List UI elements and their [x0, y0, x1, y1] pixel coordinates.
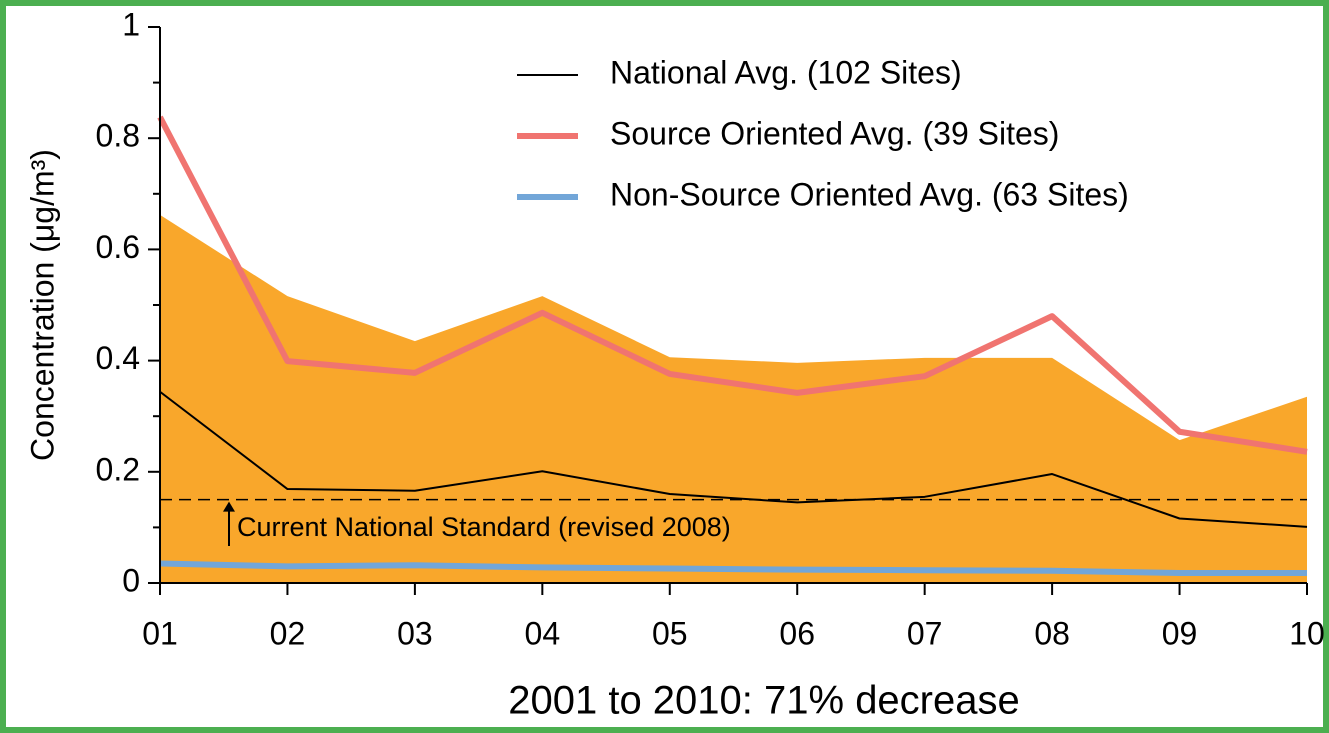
- y-tick-label: 1: [122, 6, 140, 42]
- y-tick-label: 0.4: [96, 340, 140, 376]
- y-tick-label: 0.8: [96, 118, 140, 154]
- x-tick-label: 10: [1289, 615, 1325, 651]
- annotation: Current National Standard (revised 2008): [237, 512, 731, 542]
- range-band: [160, 214, 1307, 584]
- y-axis-label: Concentration (μg/m³): [24, 149, 60, 461]
- x-tick-label: 06: [779, 615, 815, 651]
- x-tick-label: 03: [397, 615, 433, 651]
- legend-label: Non-Source Oriented Avg. (63 Sites): [610, 176, 1129, 212]
- annotation-arrowhead: [223, 501, 235, 512]
- legend-label: National Avg. (102 Sites): [610, 54, 962, 90]
- x-tick-label: 05: [652, 615, 688, 651]
- x-tick-label: 07: [907, 615, 943, 651]
- x-tick-label: 01: [142, 615, 178, 651]
- y-tick-label: 0: [122, 562, 140, 598]
- x-tick-label: 04: [525, 615, 561, 651]
- legend-label: Source Oriented Avg. (39 Sites): [610, 115, 1059, 151]
- x-tick-label: 08: [1034, 615, 1070, 651]
- series-line: [159, 390, 1308, 528]
- y-tick-label: 0.2: [96, 451, 140, 487]
- x-tick-label: 09: [1162, 615, 1198, 651]
- y-tick-label: 0.6: [96, 229, 140, 265]
- x-axis-label: 2001 to 2010: 71% decrease: [508, 679, 1020, 723]
- x-tick-label: 02: [270, 615, 306, 651]
- series-line: [157, 115, 1308, 455]
- series-line: [159, 560, 1307, 576]
